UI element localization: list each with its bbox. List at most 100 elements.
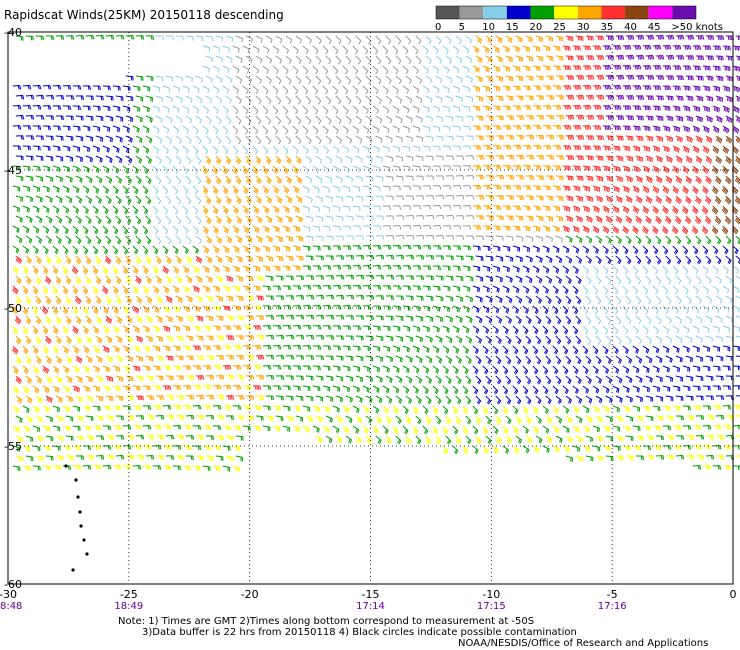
contamination-circle	[76, 495, 80, 499]
wind-barb	[315, 235, 324, 241]
wind-barb	[682, 145, 690, 154]
wind-barb	[112, 464, 122, 470]
wind-barb	[125, 435, 135, 440]
wind-barb	[292, 304, 302, 310]
wind-barb	[405, 315, 414, 322]
wind-barb	[145, 375, 154, 381]
wind-barb	[462, 245, 471, 251]
wind-barb	[522, 385, 529, 395]
wind-barb	[395, 435, 402, 445]
wind-barb	[22, 245, 30, 254]
wind-barb	[715, 434, 725, 440]
wind-barb	[675, 295, 682, 305]
wind-barb	[182, 185, 189, 195]
wind-barb	[282, 365, 292, 370]
wind-barb	[585, 415, 593, 423]
wind-barb	[352, 385, 360, 393]
wind-barb	[45, 215, 53, 224]
wind-barb	[622, 285, 629, 295]
wind-barb	[135, 415, 145, 420]
wind-barb	[362, 345, 371, 352]
wind-barb	[65, 375, 73, 384]
wind-barb	[652, 245, 659, 255]
wind-barb	[355, 355, 364, 362]
wind-barb	[252, 205, 260, 214]
wind-barb	[315, 255, 324, 261]
wind-barb	[685, 375, 694, 382]
wind-barb	[35, 415, 43, 423]
wind-barb	[152, 385, 161, 391]
wind-barb	[225, 35, 234, 42]
wind-barb	[365, 375, 373, 383]
wind-barb	[45, 375, 53, 384]
wind-barb	[455, 395, 462, 405]
wind-barb	[215, 155, 222, 165]
wind-barb	[72, 125, 81, 131]
wind-barb	[552, 265, 560, 274]
wind-barb	[492, 65, 500, 73]
wind-barb	[722, 45, 731, 51]
wind-barb	[712, 424, 722, 430]
wind-barb	[682, 65, 691, 71]
wind-barb	[572, 225, 580, 233]
wind-barb	[682, 105, 691, 112]
wind-barb	[62, 365, 70, 374]
wind-barb	[685, 435, 695, 440]
wind-barb	[232, 325, 241, 331]
wind-barb	[195, 455, 204, 461]
wind-barb	[425, 375, 433, 384]
wind-barb	[195, 414, 205, 420]
wind-barb	[562, 385, 569, 395]
wind-barb	[142, 444, 152, 450]
lon-tick-label: -15	[362, 588, 380, 601]
wind-barb	[482, 245, 491, 251]
wind-barb	[302, 125, 309, 135]
wind-barb	[615, 415, 624, 422]
wind-barb	[52, 385, 60, 393]
wind-barb	[342, 45, 349, 55]
wind-barb	[735, 135, 740, 144]
wind-barb	[62, 205, 70, 214]
wind-barb	[362, 105, 369, 115]
wind-barb	[172, 165, 179, 175]
wind-barb	[212, 65, 220, 73]
wind-barb	[724, 195, 732, 205]
wind-barb	[715, 415, 725, 420]
wind-barb	[332, 345, 341, 351]
wind-barb	[492, 164, 502, 170]
wind-barb	[235, 354, 245, 360]
wind-barb	[595, 355, 602, 365]
wind-barb	[652, 165, 660, 173]
wind-barb	[712, 345, 721, 352]
wind-barb	[102, 165, 110, 174]
wind-barb	[62, 245, 69, 255]
wind-barb	[312, 165, 320, 174]
wind-barb	[95, 255, 102, 265]
wind-barb	[332, 65, 339, 75]
wind-barb	[52, 185, 60, 193]
wind-barb	[25, 94, 35, 100]
wind-barb	[372, 405, 380, 414]
wind-barb	[85, 115, 94, 121]
wind-barb	[672, 245, 679, 255]
wind-barb	[222, 364, 232, 370]
wind-barb	[485, 395, 492, 405]
wind-barb	[272, 225, 280, 233]
wind-barb	[425, 255, 435, 260]
wind-barb	[242, 425, 251, 431]
wind-barb	[122, 85, 131, 91]
wind-barb	[62, 105, 71, 110]
wind-barb	[462, 385, 469, 395]
wind-barb	[365, 435, 372, 445]
wind-barb	[275, 255, 284, 262]
wind-barb	[325, 75, 332, 85]
wind-barb	[55, 175, 63, 183]
wind-barb	[612, 125, 621, 131]
wind-barb	[232, 225, 240, 234]
wind-barb	[672, 205, 679, 215]
wind-barb	[395, 155, 404, 162]
wind-barb	[315, 314, 325, 320]
wind-barb	[195, 75, 203, 83]
wind-barb	[395, 395, 403, 404]
wind-barb	[592, 125, 602, 130]
